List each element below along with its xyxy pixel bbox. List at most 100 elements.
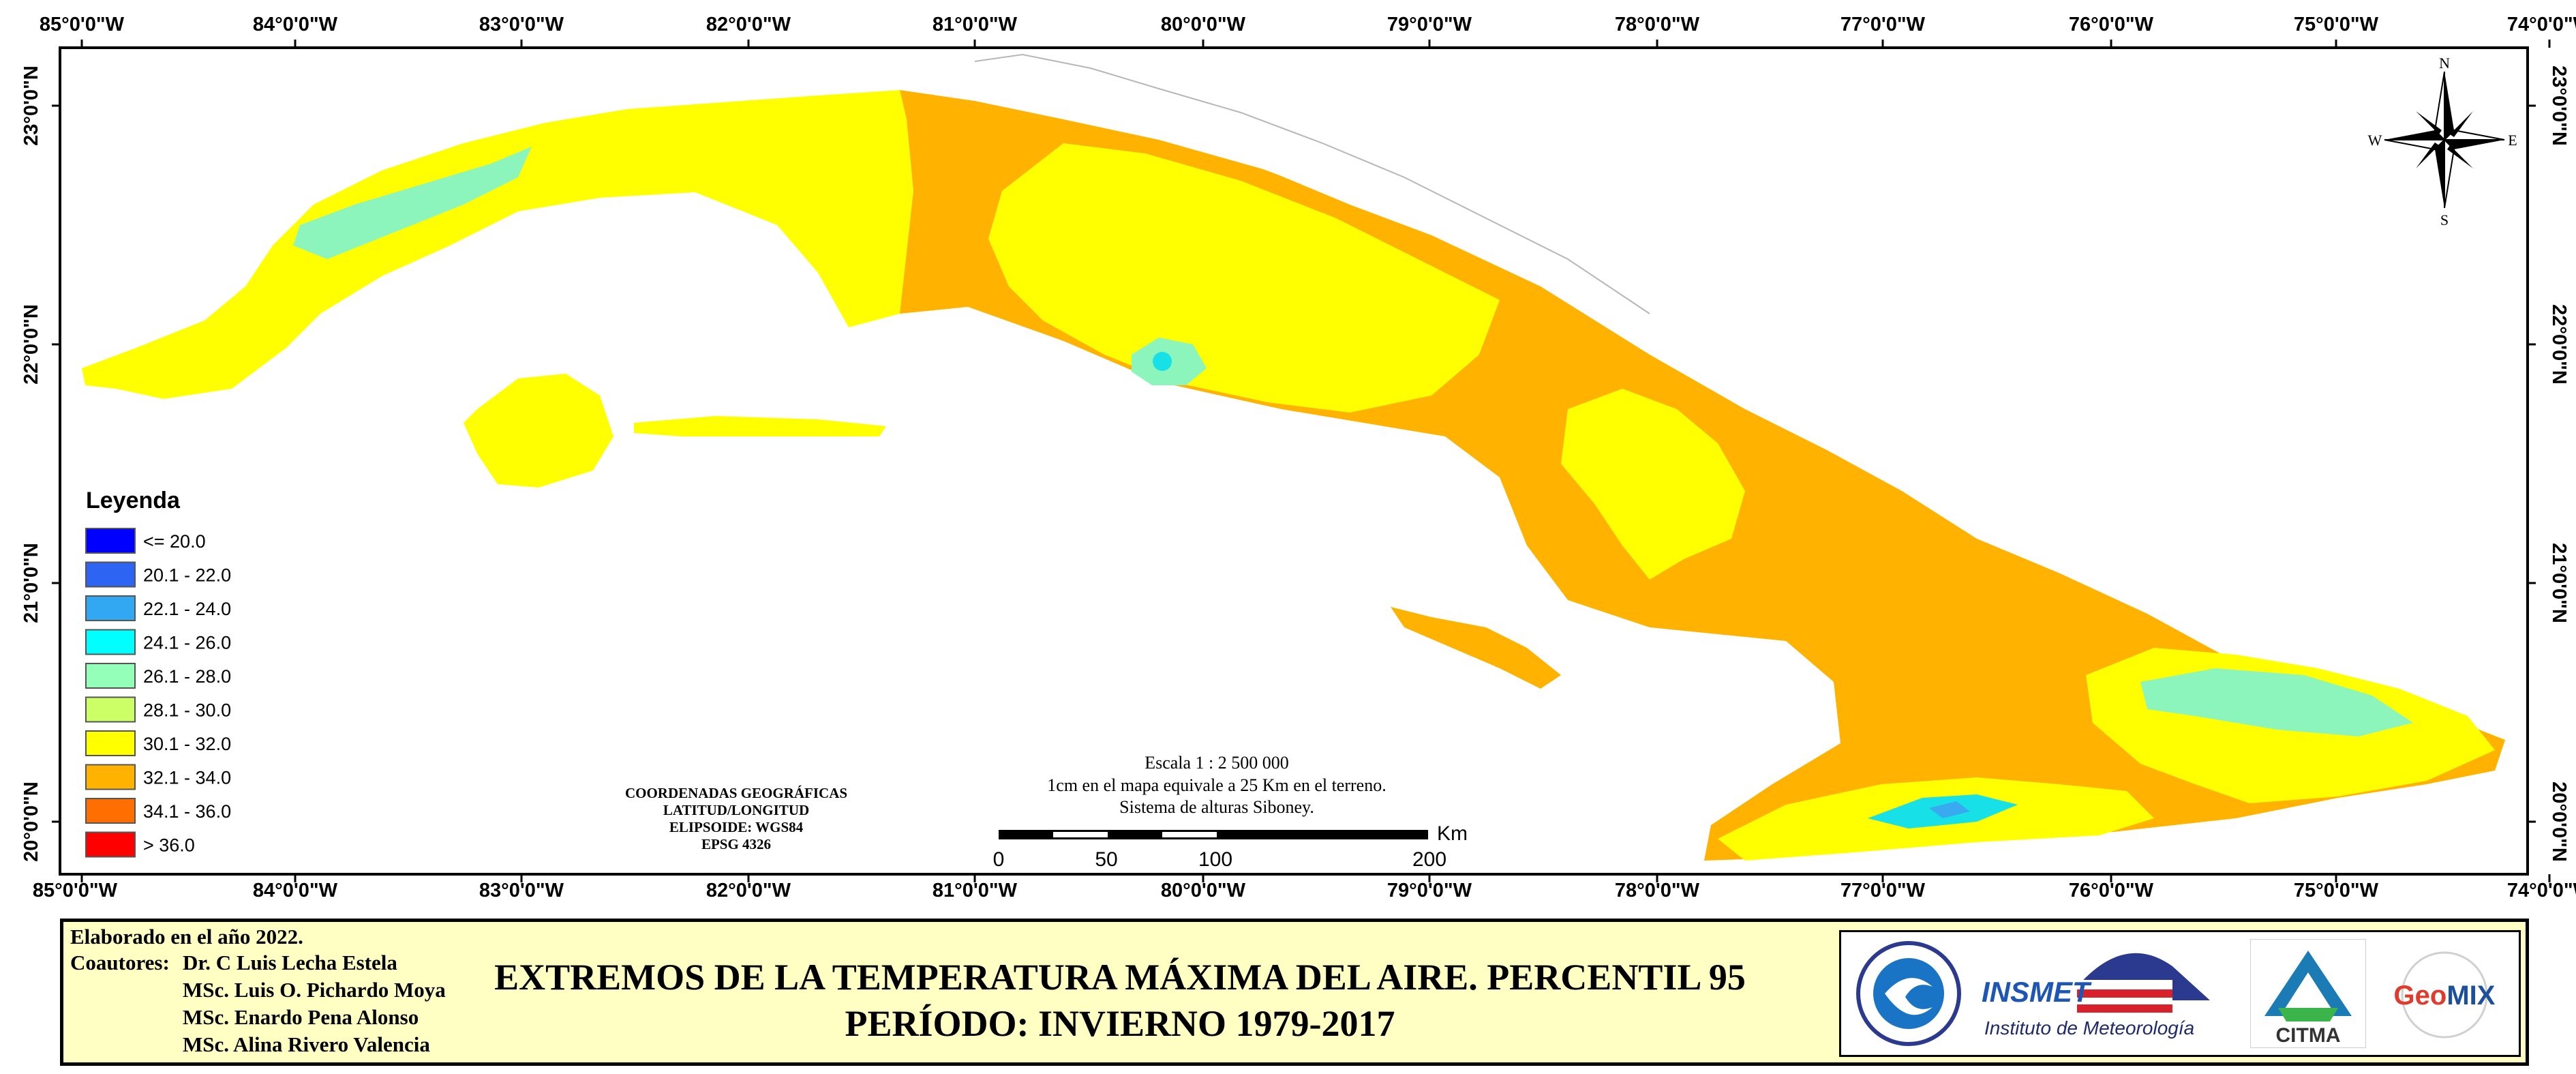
lon-label-bottom: 75°0'0"W (2294, 880, 2379, 901)
cool-zone-east (2140, 668, 2413, 736)
scale-unit: Km (1437, 822, 1468, 845)
cuba-central-yellow-zone (988, 143, 1500, 413)
lat-label-right: 22°0'0"N (2548, 304, 2570, 385)
insmet-logo: INSMET Instituto de Meteorología (1975, 939, 2244, 1048)
coords-line: EPSG 4326 (701, 836, 771, 852)
legend-swatch (85, 696, 136, 723)
scale-tick-label: 0 (993, 848, 1005, 871)
legend-label: <= 20.0 (143, 531, 206, 552)
legend-swatch (85, 798, 136, 824)
lat-label-left: 22°0'0"N (20, 304, 42, 385)
legend-label: 30.1 - 32.0 (143, 734, 231, 754)
camaguey-yellow-zone (1561, 389, 1745, 580)
cuba-west-zone (82, 90, 913, 399)
legend-label: 26.1 - 28.0 (143, 666, 231, 687)
lat-label-right: 20°0'0"N (2548, 781, 2570, 862)
scale-ticks: 0 50 100 200 (993, 848, 1446, 871)
lon-label-top: 75°0'0"W (2294, 14, 2379, 35)
author-name: Dr. C Luis Lecha Estela (183, 951, 397, 974)
lon-label-bottom: 80°0'0"W (1161, 880, 1246, 901)
keys-north (974, 53, 1650, 314)
legend: <= 20.0 20.1 - 22.0 22.1 - 24.0 24.1 - 26.0… (85, 528, 231, 858)
legend-title: Leyenda (86, 488, 181, 513)
cool-zone-west (293, 147, 532, 259)
coords-line: LATITUD/LONGITUD (663, 802, 809, 818)
north-arrow: N S E W (2368, 55, 2517, 228)
author-name: MSc. Luis O. Pichardo Moya (183, 978, 446, 1002)
coautores-label: Coautores: (70, 951, 170, 974)
coords-line: COORDENADAS GEOGRÁFICAS (625, 785, 847, 801)
coordinates-box: COORDENADAS GEOGRÁFICAS LATITUD/LONGITUD… (625, 785, 847, 852)
graticule-ticks: 85°0'0"W 85°0'0"W 84°0'0"W 84°0'0"W 83°0'0"W… (20, 14, 2576, 901)
map-title: EXTREMOS DE LA TEMPERATURA MÁXIMA DEL AI… (494, 957, 1746, 998)
isla-juventud (464, 374, 613, 488)
scale-tick-label: 50 (1095, 848, 1117, 871)
legend-label: 24.1 - 26.0 (143, 633, 231, 653)
coords-line: ELIPSOIDE: WGS84 (669, 819, 804, 835)
legend-label: > 36.0 (143, 835, 195, 856)
author-name: MSc. Alina Rivero Valencia (183, 1032, 430, 1056)
legend-swatch (85, 595, 136, 621)
compass-w: W (2368, 132, 2382, 149)
logos-strip: INSMET Instituto de Meteorología CITMA G… (1839, 930, 2521, 1057)
lon-label-top: 81°0'0"W (933, 14, 1018, 35)
lat-label-left: 23°0'0"N (20, 65, 42, 146)
scale-line: Sistema de alturas Siboney. (1119, 797, 1314, 817)
lon-label-top: 84°0'0"W (253, 14, 338, 35)
geomix-logo: GeoMIX (2380, 939, 2509, 1048)
legend-swatch (85, 528, 136, 554)
scale-tick-label: 200 (1412, 848, 1446, 871)
lon-label-bottom: 78°0'0"W (1615, 880, 1700, 901)
legend-label: 32.1 - 34.0 (143, 768, 231, 788)
compass-s: S (2440, 211, 2449, 228)
lon-label-bottom: 81°0'0"W (933, 880, 1018, 901)
lon-label-top: 77°0'0"W (1840, 14, 1926, 35)
lon-label-bottom: 85°0'0"W (33, 880, 118, 901)
lat-label-left: 20°0'0"N (20, 781, 42, 862)
legend-label: 22.1 - 24.0 (143, 599, 231, 619)
lon-label-top: 80°0'0"W (1161, 14, 1246, 35)
lon-label-bottom: 84°0'0"W (253, 880, 338, 901)
lon-label-bottom: 74°0'0"W (2507, 880, 2576, 901)
lon-label-bottom: 83°0'0"W (479, 880, 564, 901)
lon-label-top: 79°0'0"W (1387, 14, 1472, 35)
cool-zone-nipe (1929, 801, 1970, 818)
smp-logo (1851, 939, 1967, 1048)
legend-swatch (85, 764, 136, 790)
lon-label-bottom: 79°0'0"W (1387, 880, 1472, 901)
lon-label-top: 74°0'0"W (2507, 14, 2576, 35)
scale-block: Escala 1 : 2 500 000 1cm en el mapa equi… (1047, 753, 1386, 817)
scale-line: Escala 1 : 2 500 000 (1145, 753, 1289, 773)
lat-label-right: 21°0'0"N (2548, 543, 2570, 623)
lon-label-top: 85°0'0"W (40, 14, 125, 35)
compass-e: E (2508, 132, 2517, 149)
scale-line: 1cm en el mapa equivale a 25 Km en el te… (1047, 775, 1386, 795)
lon-label-bottom: 82°0'0"W (706, 880, 791, 901)
citma-wordmark: CITMA (2276, 1024, 2341, 1047)
lon-label-bottom: 77°0'0"W (1840, 880, 1926, 901)
legend-swatch (85, 629, 136, 655)
author-name: MSc. Enardo Pena Alonso (183, 1005, 419, 1029)
legend-swatch (85, 663, 136, 689)
scale-tick-label: 100 (1198, 848, 1232, 871)
lon-label-top: 82°0'0"W (706, 14, 791, 35)
legend-label: 20.1 - 22.0 (143, 565, 231, 586)
legend-swatch (85, 730, 136, 756)
lon-label-top: 83°0'0"W (479, 14, 564, 35)
lat-label-left: 21°0'0"N (20, 543, 42, 623)
compass-n: N (2439, 55, 2450, 72)
lat-label-right: 23°0'0"N (2548, 65, 2570, 146)
legend-swatch (85, 561, 136, 588)
lon-label-top: 76°0'0"W (2069, 14, 2154, 35)
citma-logo: CITMA (2250, 939, 2366, 1048)
geomix-wordmark: GeoMIX (2394, 981, 2496, 1011)
scale-bar (999, 830, 1428, 839)
map-subtitle: PERÍODO: INVIERNO 1979-2017 (845, 1003, 1395, 1044)
insmet-tagline: Instituto de Meteorología (1984, 1017, 2194, 1039)
legend-label: 34.1 - 36.0 (143, 801, 231, 822)
lon-label-top: 78°0'0"W (1615, 14, 1700, 35)
elaborado-text: Elaborado en el año 2022. (70, 925, 303, 949)
map-title-block: EXTREMOS DE LA TEMPERATURA MÁXIMA DEL AI… (472, 942, 1768, 1051)
insmet-wordmark: INSMET (1982, 976, 2092, 1008)
